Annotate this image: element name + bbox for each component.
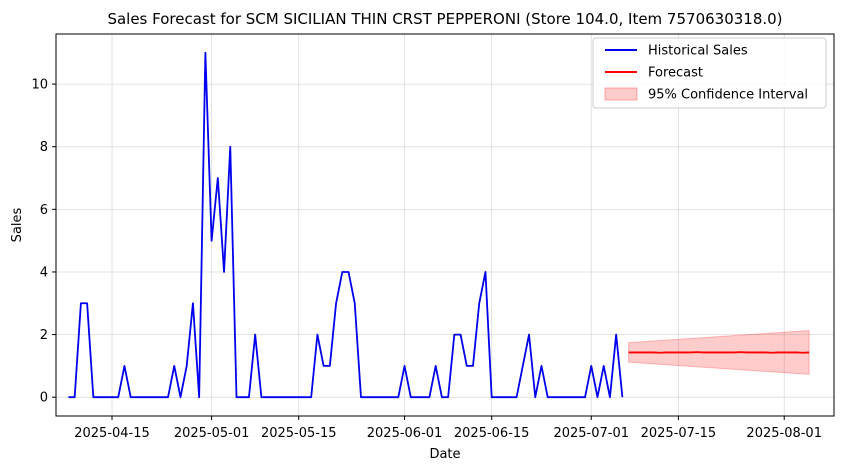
legend-label-forecast: Forecast: [648, 66, 703, 81]
chart-title: Sales Forecast for SCM SICILIAN THIN CRS…: [107, 10, 782, 28]
y-axis-label: Sales: [10, 207, 25, 242]
legend-box: [592, 37, 827, 109]
x-tick-label: 2025-04-15: [74, 426, 150, 441]
x-tick-label: 2025-07-15: [641, 426, 717, 441]
plot-frame: [55, 33, 835, 417]
forecast-line: [628, 351, 810, 354]
legend-label-historical-sales: Historical Sales: [648, 44, 748, 59]
y-tick-label: 8: [40, 140, 48, 155]
x-tick-label: 2025-05-01: [174, 426, 250, 441]
x-tick-label: 2025-05-15: [261, 426, 337, 441]
legend-label-confidence-interval: 95% Confidence Interval: [648, 88, 808, 103]
legend-swatch-confidence-interval: [604, 87, 638, 101]
y-tick-label: 6: [40, 203, 48, 218]
axis-ticks: 2025-04-15 2025-05-01 2025-05-15 2025-06-01…: [31, 78, 822, 441]
historical-sales-line: [68, 51, 624, 399]
y-tick-label: 0: [40, 391, 48, 406]
legend: Historical Sales Forecast 95% Confidence…: [592, 37, 827, 109]
y-tick-label: 2: [40, 328, 48, 343]
x-tick-label: 2025-06-15: [454, 426, 530, 441]
x-axis-label: Date: [429, 447, 460, 462]
series-lines-layer: [68, 51, 810, 399]
y-tick-label: 10: [31, 78, 48, 93]
y-tick-label: 4: [40, 265, 48, 280]
x-tick-label: 2025-07-01: [553, 426, 629, 441]
x-tick-label: 2025-08-01: [746, 426, 822, 441]
x-tick-label: 2025-06-01: [367, 426, 443, 441]
